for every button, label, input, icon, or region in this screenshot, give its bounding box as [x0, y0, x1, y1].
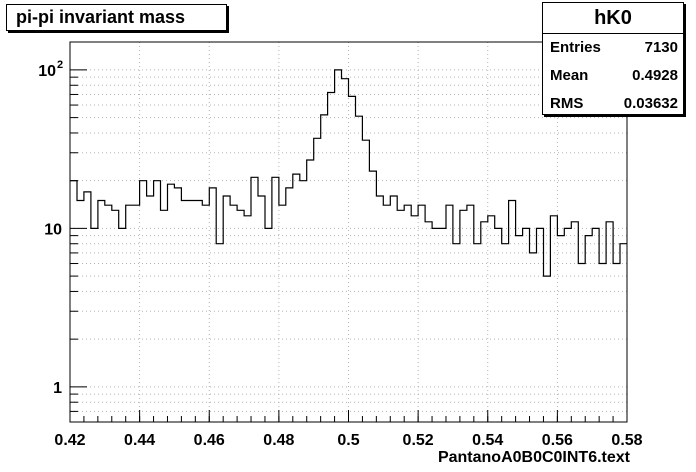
- y-tick-label: 10: [38, 63, 56, 80]
- stats-label: RMS: [550, 95, 584, 112]
- stats-row-entries: Entries 7130: [543, 34, 683, 62]
- x-tick-label: 0.46: [194, 432, 225, 449]
- x-tick-label: 0.5: [337, 432, 359, 449]
- x-tick-label: 0.48: [263, 432, 294, 449]
- stats-label: Mean: [550, 67, 589, 84]
- x-tick-label: 0.54: [472, 432, 503, 449]
- x-tick-label: 0.52: [403, 432, 434, 449]
- y-tick-label-exponent: 2: [57, 59, 63, 71]
- y-tick-label: 1: [53, 380, 62, 397]
- x-tick-label: 0.58: [611, 432, 642, 449]
- stats-row-rms: RMS 0.03632: [543, 90, 683, 118]
- y-tick-label: 10: [44, 221, 62, 238]
- stats-histogram-name: hK0: [543, 3, 683, 34]
- stats-value: 0.4928: [632, 67, 678, 84]
- axis-layer: 0.42 0.44 0.46 0.48 0.5 0.52 0.54 0.56 0.58 1 10 10…: [38, 59, 642, 449]
- stats-value: 7130: [644, 39, 678, 56]
- grid-layer: [70, 42, 627, 423]
- stats-row-mean: Mean 0.4928: [543, 62, 683, 90]
- x-tick-label: 0.44: [124, 432, 155, 449]
- stats-box: hK0 Entries 7130 Mean 0.4928 RMS 0.03632: [542, 2, 684, 115]
- plot-title: pi-pi invariant mass: [6, 4, 227, 31]
- stats-label: Entries: [550, 39, 601, 56]
- stats-value: 0.03632: [623, 95, 678, 112]
- x-tick-label: 0.56: [542, 432, 573, 449]
- x-axis-title: PantanoA0B0C0INT6.text: [437, 449, 630, 466]
- x-tick-label: 0.42: [54, 432, 85, 449]
- histogram-outline: [70, 69, 627, 277]
